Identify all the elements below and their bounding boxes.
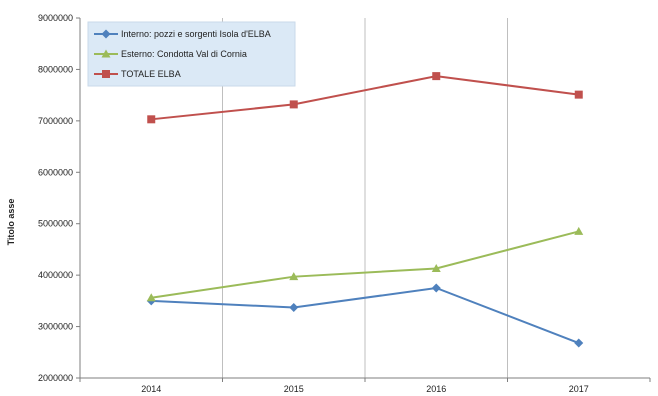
square-marker (147, 115, 156, 124)
x-tick-label: 2014 (141, 384, 161, 394)
series-2 (146, 226, 584, 302)
y-tick-label: 6000000 (38, 167, 73, 177)
triangle-marker (431, 263, 441, 272)
x-tick-label: 2016 (426, 384, 446, 394)
legend-item: Esterno: Condotta Val di Cornia (94, 49, 247, 59)
triangle-marker (146, 293, 156, 302)
series-3 (147, 72, 583, 124)
legend-item: TOTALE ELBA (94, 69, 181, 79)
diamond-marker (101, 29, 111, 39)
legend-label: Esterno: Condotta Val di Cornia (121, 49, 247, 59)
legend-label: Interno: pozzi e sorgenti Isola d'ELBA (121, 29, 271, 39)
diamond-marker (289, 303, 299, 313)
y-tick-label: 4000000 (38, 270, 73, 280)
x-tick-label: 2017 (569, 384, 589, 394)
y-tick-label: 7000000 (38, 116, 73, 126)
legend-item: Interno: pozzi e sorgenti Isola d'ELBA (94, 29, 271, 39)
square-marker (432, 72, 441, 81)
y-tick-label: 3000000 (38, 322, 73, 332)
legend-label: TOTALE ELBA (121, 69, 181, 79)
y-axis-label: Titolo asse (6, 199, 16, 246)
series-line (151, 230, 580, 299)
square-marker (102, 70, 110, 78)
diamond-marker (574, 338, 584, 348)
axes (76, 17, 651, 382)
square-marker (574, 90, 583, 99)
y-tick-label: 5000000 (38, 219, 73, 229)
legend: Interno: pozzi e sorgenti Isola d'ELBA Es… (87, 21, 296, 87)
legend-box (87, 21, 296, 87)
triangle-marker (574, 226, 584, 235)
y-tick-label: 8000000 (38, 64, 73, 74)
square-marker (289, 100, 298, 109)
y-tick-label: 2000000 (38, 373, 73, 383)
y-tick-label: 9000000 (38, 13, 73, 23)
x-tick-labels: 2014 2015 2016 2017 (141, 384, 589, 394)
triangle-marker (101, 49, 111, 58)
diamond-marker (431, 283, 441, 293)
series-group (146, 72, 584, 348)
series-line (151, 75, 579, 121)
series-line (151, 286, 580, 344)
y-tick-labels: 2000000 3000000 4000000 5000000 6000000 70000… (38, 13, 73, 383)
x-tick-label: 2015 (284, 384, 304, 394)
triangle-marker (289, 272, 299, 281)
